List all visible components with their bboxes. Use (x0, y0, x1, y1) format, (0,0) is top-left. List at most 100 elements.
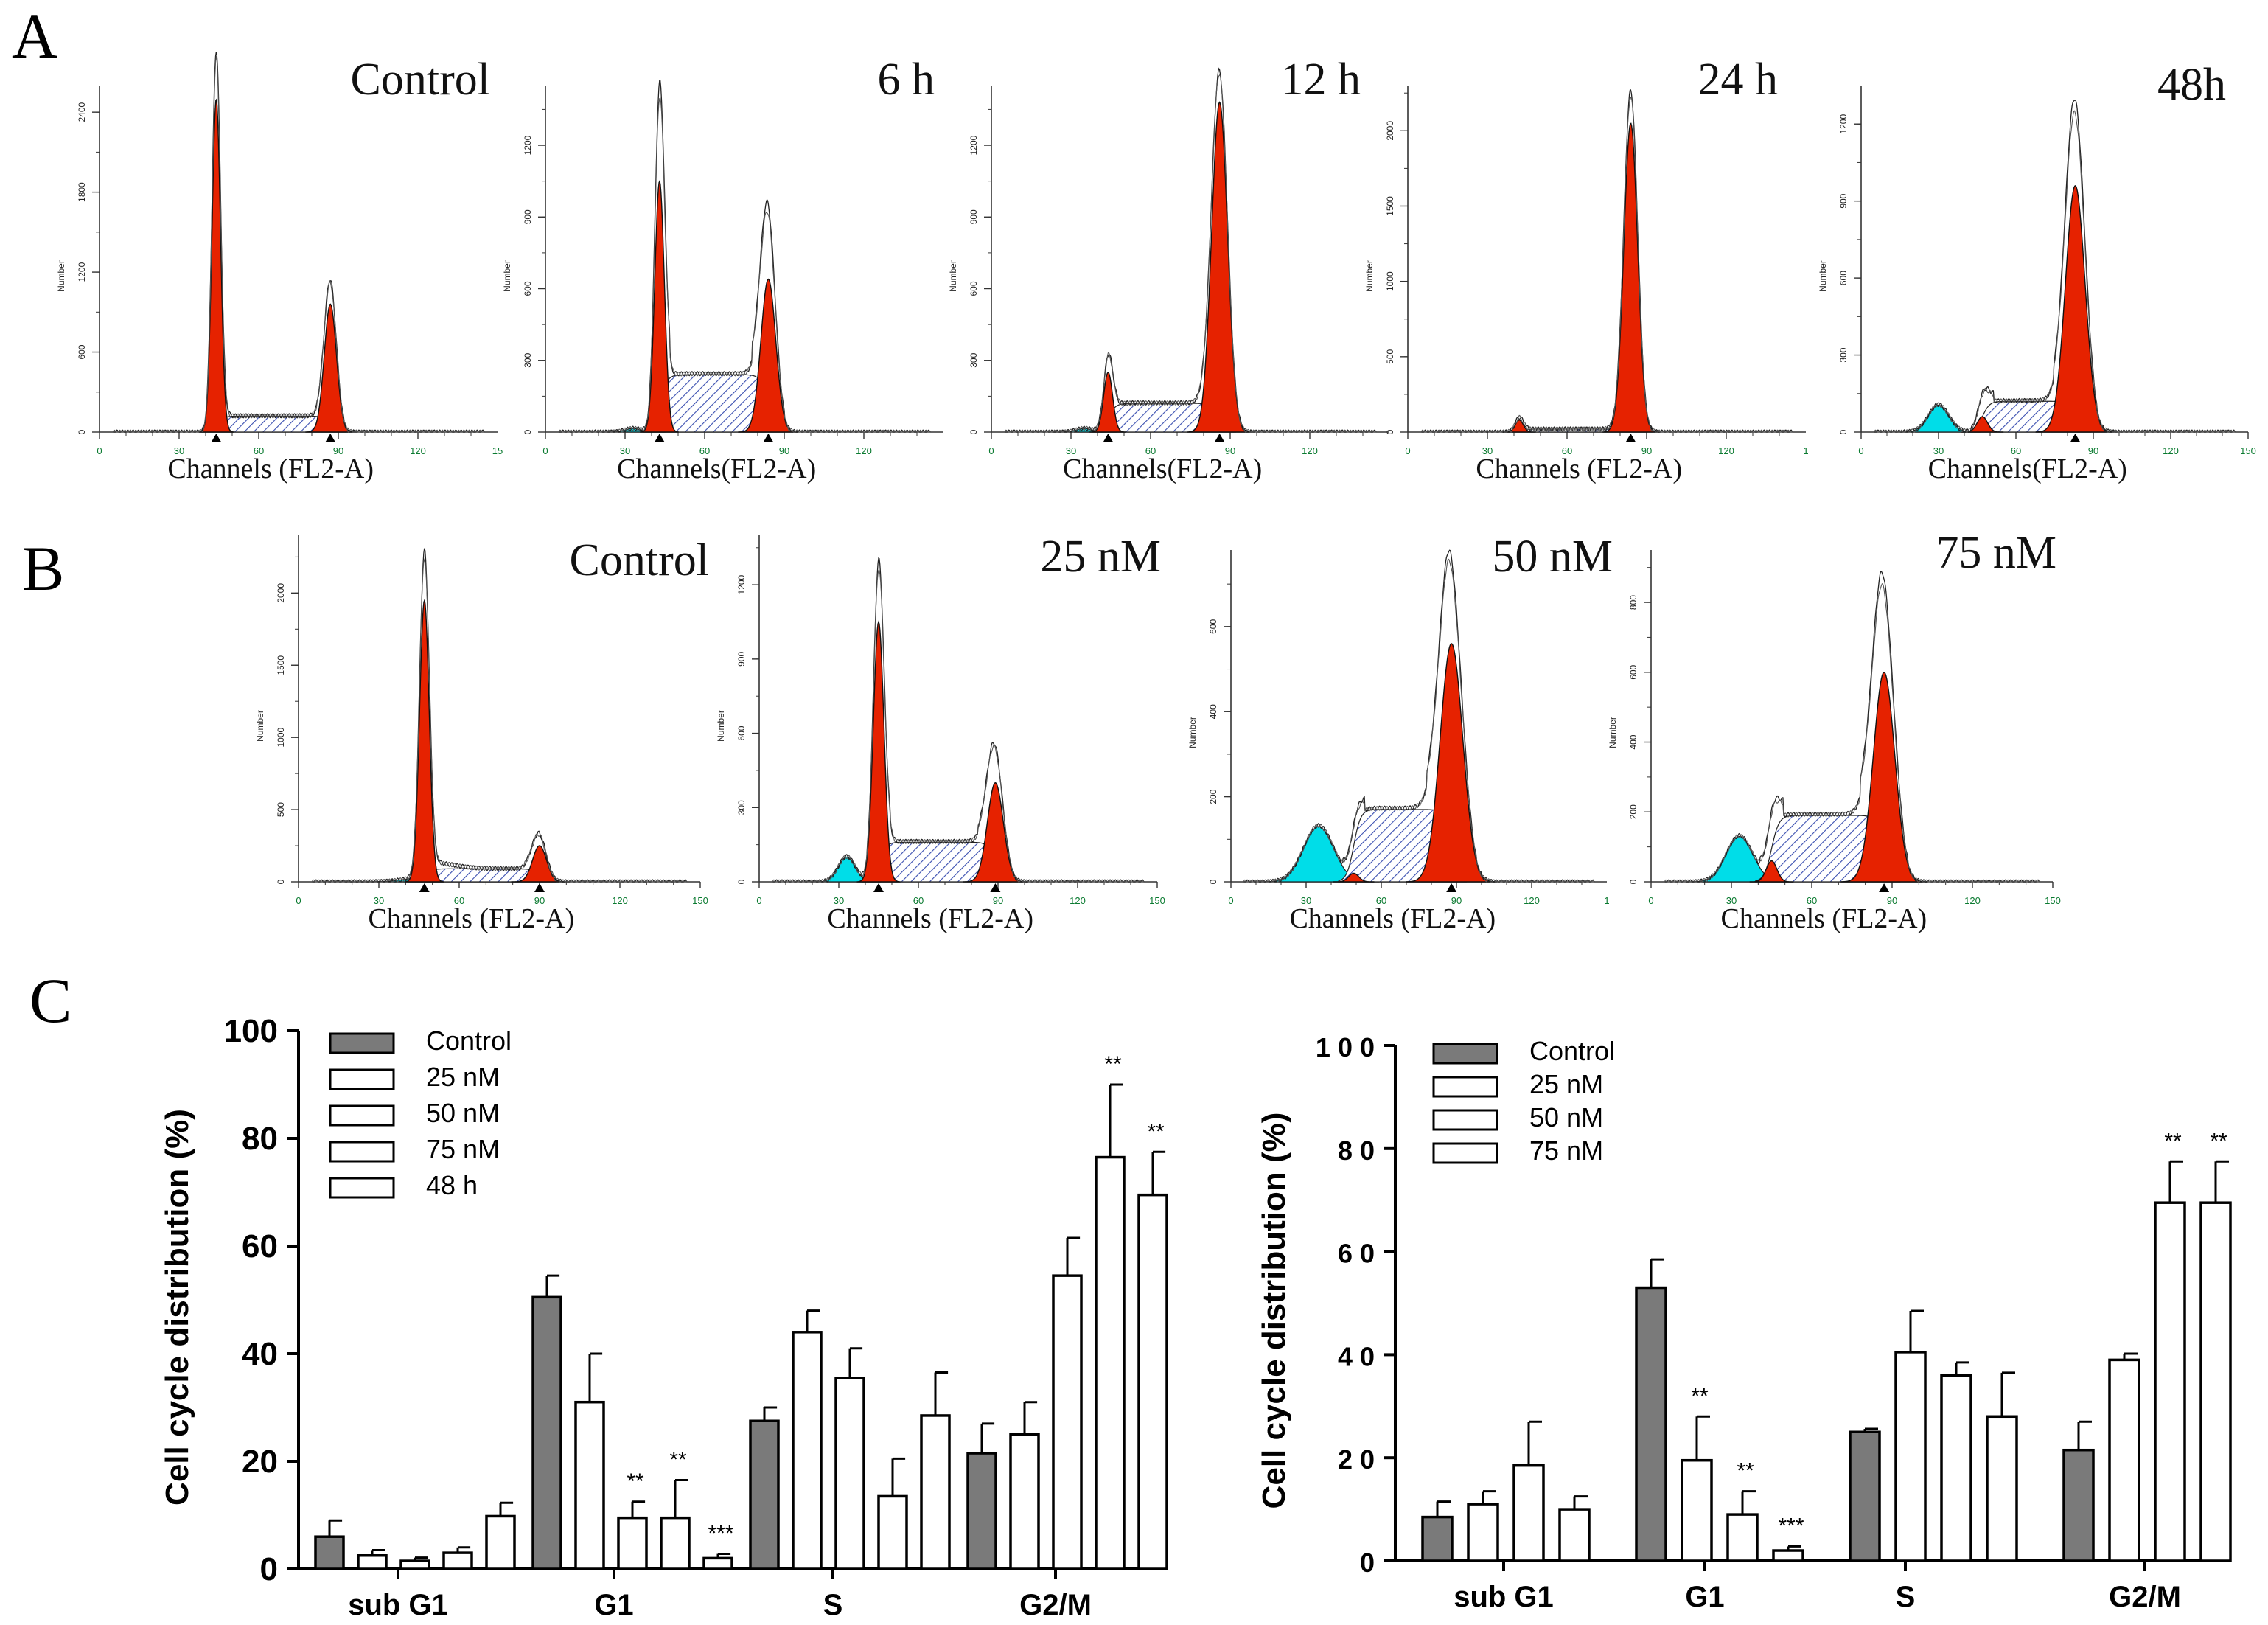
bar (702, 1556, 733, 1570)
x-tick-label: 120 (612, 895, 628, 906)
x-tick-label: 0 (97, 445, 102, 456)
y-tick-label: 1000 (1385, 271, 1395, 291)
bar (1894, 1351, 1927, 1562)
bar (1635, 1286, 1667, 1562)
bar (660, 1516, 691, 1570)
x-axis-label: Channels(FL2-A) (617, 453, 816, 484)
x-tick-label: 120 (1964, 895, 1981, 906)
x-tick-label: 90 (1225, 445, 1235, 456)
bar (1137, 1193, 1168, 1570)
x-tick-label: 120 (856, 445, 872, 456)
panel-letter-a: A (12, 1, 57, 72)
histogram-panel: 0 200 400 600 Number 0 30 60 90 120 1 Channels (FL2… (1187, 532, 1613, 934)
category-label: G1 (1685, 1581, 1724, 1613)
legend-swatch (329, 1068, 395, 1090)
raw-data-line (112, 52, 485, 433)
category-label: sub G1 (348, 1589, 448, 1621)
significance-label: *** (708, 1522, 733, 1546)
x-tick-label: 30 (174, 445, 184, 456)
x-tick-label: 150 (1149, 895, 1165, 906)
bar-chart-right: 0 2 0 4 0 6 0 8 0 1 0 0 Cell cycle distributio… (1256, 1032, 2232, 1613)
legend-label: 48 h (426, 1170, 478, 1200)
y-tick-label: 600 (77, 344, 87, 359)
y-tick-label: 900 (1838, 193, 1849, 208)
y-tick-label: 2400 (77, 102, 87, 122)
y-axis-label: Number (502, 260, 512, 292)
y-tick-label: 0 (523, 429, 533, 434)
y-tick-label: 1 0 0 (1316, 1032, 1375, 1062)
peak-fill (1333, 872, 1374, 883)
x-tick-label: 30 (1726, 895, 1737, 906)
y-tick-label: 300 (523, 352, 533, 367)
bar (1467, 1503, 1499, 1562)
peak-marker (1879, 883, 1890, 892)
y-tick-label: 900 (523, 209, 533, 224)
legend-swatch (1432, 1076, 1498, 1098)
x-axis-label: Channels (FL2-A) (167, 453, 374, 484)
x-tick-label: 30 (374, 895, 384, 906)
x-tick-label: 60 (1145, 445, 1156, 456)
y-tick-label: 0 (260, 1551, 278, 1587)
bar (442, 1551, 473, 1570)
significance-label: ** (1104, 1052, 1122, 1076)
bar (1512, 1464, 1545, 1562)
histogram-title: Control (351, 55, 490, 105)
x-axis-label: Channels (FL2-A) (369, 903, 575, 934)
peak-fill (1961, 416, 2004, 433)
sub-g1-fill (1897, 404, 1981, 433)
histogram-title: 6 h (878, 55, 935, 105)
peak-marker (1103, 434, 1114, 442)
y-tick-label: 0 (1838, 429, 1849, 434)
y-tick-label: 80 (242, 1121, 278, 1157)
x-tick-label: 0 (1228, 895, 1233, 906)
x-tick-label: 120 (1070, 895, 1086, 906)
peak-marker (2070, 434, 2081, 442)
peak-marker (534, 883, 545, 892)
bar-chart: 0 2 0 4 0 6 0 8 0 1 0 0 Cell cycle distributio… (1256, 1032, 2232, 1613)
bar (574, 1400, 605, 1570)
y-tick-label: 300 (969, 352, 979, 367)
y-axis-label: Number (948, 260, 958, 292)
peak-marker (419, 883, 430, 892)
legend-label: 50 nM (1529, 1102, 1603, 1132)
y-tick-label: 2 0 (1338, 1444, 1375, 1475)
bar (314, 1535, 345, 1570)
raw-data-line (311, 548, 688, 883)
legend-label: Control (1529, 1036, 1615, 1066)
bar (1986, 1415, 2018, 1562)
x-tick-label: 150 (692, 895, 708, 906)
legend-swatch (329, 1177, 395, 1199)
x-tick-label: 60 (2011, 445, 2021, 456)
histogram-panel: 0 500 1000 1500 2000 Number 0 30 60 90 120 1 Channel… (1364, 55, 1809, 484)
significance-label: *** (1778, 1514, 1804, 1538)
model-fit-line (1243, 558, 1595, 883)
bar (1009, 1433, 1040, 1570)
y-tick-label: 100 (224, 1013, 278, 1049)
y-tick-label: 900 (969, 209, 979, 224)
histogram-panel: 0 500 1000 1500 2000 Number 0 30 60 90 120 150 Chann… (255, 535, 709, 934)
y-axis-label: Number (1818, 260, 1828, 292)
peak-marker (763, 434, 774, 442)
y-tick-label: 4 0 (1338, 1341, 1375, 1371)
x-tick-label: 30 (1301, 895, 1311, 906)
y-tick-label: 0 (276, 879, 286, 884)
bar (966, 1452, 997, 1570)
x-tick-label: 30 (1933, 445, 1944, 456)
x-tick-label: 30 (1066, 445, 1076, 456)
category-label: S (1896, 1581, 1916, 1613)
x-tick-label: 0 (1858, 445, 1863, 456)
significance-label: ** (627, 1469, 644, 1494)
y-tick-label: 600 (1838, 271, 1849, 285)
bar (1940, 1374, 1972, 1562)
bar (617, 1516, 648, 1570)
y-tick-label: 1500 (276, 655, 286, 675)
x-tick-label: 60 (454, 895, 464, 906)
bar (2062, 1448, 2095, 1562)
bar (1772, 1549, 1804, 1562)
y-axis-label: Number (1187, 717, 1198, 748)
bar (920, 1414, 951, 1570)
histogram-panel: 0 300 600 900 1200 Number 0 30 60 90 120 Channels(F… (502, 55, 943, 484)
histogram-panel: 0 300 600 900 1200 Number 0 30 60 90 120 150 Channel… (716, 532, 1165, 934)
x-axis-label: Channels (FL2-A) (1476, 453, 1682, 484)
